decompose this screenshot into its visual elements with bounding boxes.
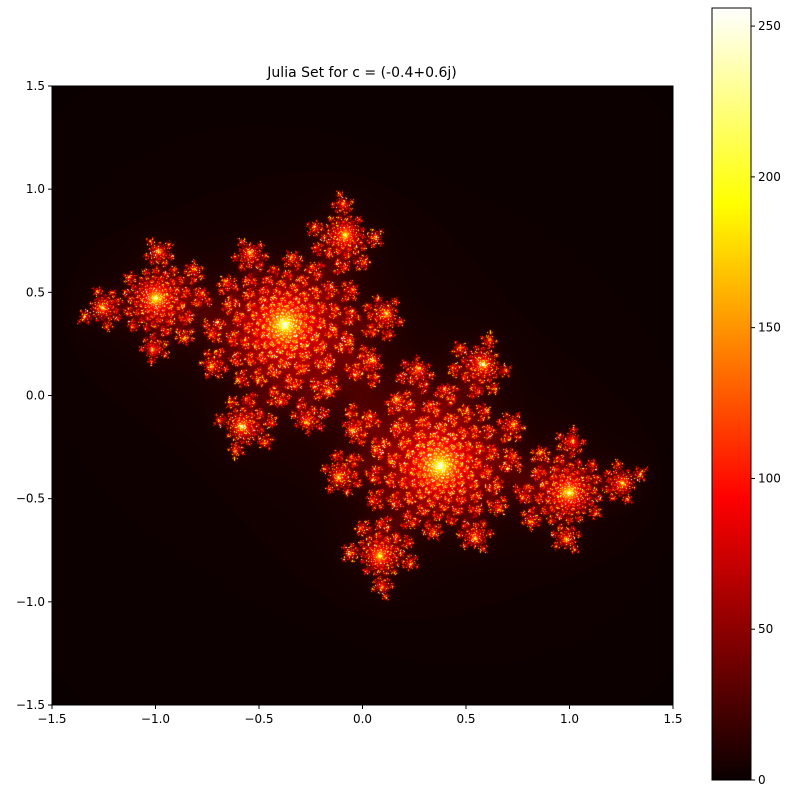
colorbar-ticks: 0 50 100 150 200 250 [751, 19, 781, 787]
colorbar-frame [711, 7, 752, 781]
chart-title: Julia Set for c = (-0.4+0.6j) [266, 65, 456, 81]
x-axis: −1.5 −1.0 −0.5 0.0 0.5 1.0 1.5 [37, 705, 683, 726]
colorbar-tick-label: 0 [758, 773, 766, 787]
y-tick-label: −1.0 [16, 595, 45, 609]
colorbar-tick-label: 50 [758, 622, 773, 636]
y-tick-label: −1.5 [16, 698, 45, 712]
x-tick-label: 1.5 [663, 712, 682, 726]
colorbar-tick-label: 250 [758, 19, 781, 33]
x-tick-label: 1.0 [560, 712, 579, 726]
julia-set-heatmap [52, 86, 673, 705]
colorbar-gradient [712, 8, 751, 780]
y-tick-label: 0.5 [26, 285, 45, 299]
plot-area [51, 85, 674, 706]
x-tick-label: −0.5 [244, 712, 273, 726]
colorbar-tick-label: 100 [758, 471, 781, 485]
x-tick-label: 0.0 [353, 712, 372, 726]
colorbar: 0 50 100 150 200 250 [711, 7, 781, 787]
y-tick-label: −0.5 [16, 492, 45, 506]
y-tick-label: 0.0 [26, 389, 45, 403]
colorbar-tick-label: 200 [758, 170, 781, 184]
y-axis: 1.5 1.0 0.5 0.0 −0.5 −1.0 −1.5 [16, 79, 52, 712]
x-tick-label: −1.0 [141, 712, 170, 726]
colorbar-tick-label: 150 [758, 321, 781, 335]
y-tick-label: 1.5 [26, 79, 45, 93]
y-tick-label: 1.0 [26, 182, 45, 196]
x-tick-label: −1.5 [37, 712, 66, 726]
x-tick-label: 0.5 [456, 712, 475, 726]
